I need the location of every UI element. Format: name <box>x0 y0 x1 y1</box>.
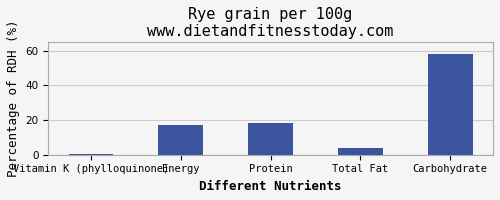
Bar <box>428 54 472 155</box>
Bar <box>338 148 383 155</box>
X-axis label: Different Nutrients: Different Nutrients <box>200 180 342 193</box>
Bar <box>68 154 114 155</box>
Bar <box>158 125 203 155</box>
Title: Rye grain per 100g
www.dietandfitnesstoday.com: Rye grain per 100g www.dietandfitnesstod… <box>148 7 394 39</box>
Y-axis label: Percentage of RDH (%): Percentage of RDH (%) <box>7 20 20 177</box>
Bar <box>248 123 293 155</box>
